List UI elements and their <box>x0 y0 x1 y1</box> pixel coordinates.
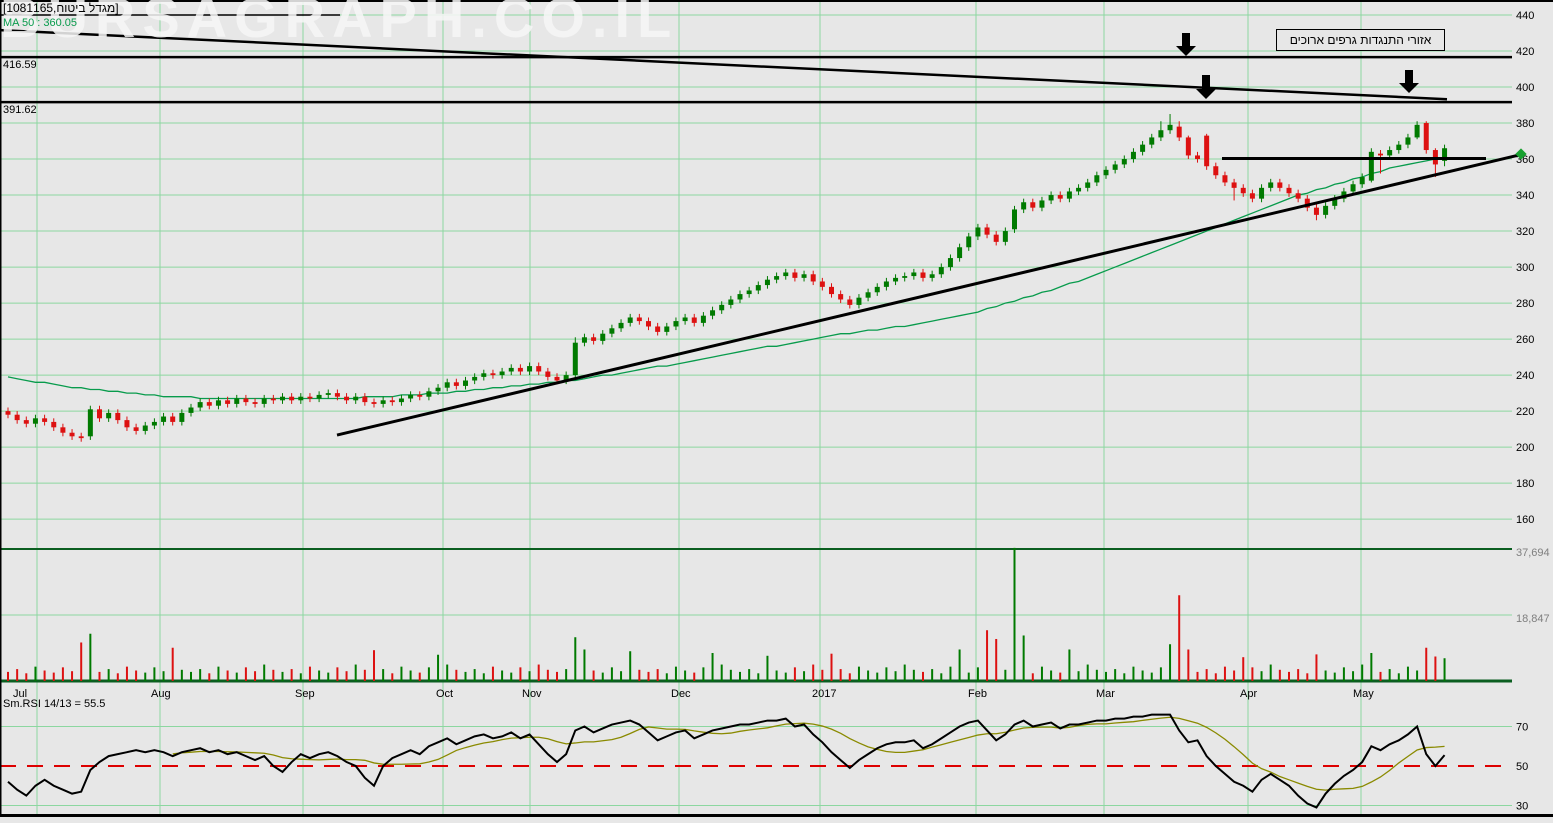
svg-text:2017: 2017 <box>812 688 836 700</box>
svg-text:240: 240 <box>1516 370 1534 382</box>
instrument-title: [1081165,מגדל ביטוח] <box>3 1 119 15</box>
price-gridlines: 4404204003803603403203002802602402202001… <box>0 10 1534 526</box>
svg-text:Jul: Jul <box>13 688 27 700</box>
svg-text:Apr: Apr <box>1240 688 1257 700</box>
rsi-panel: 70 50 30 <box>0 713 1528 813</box>
rsi-legend: Sm.RSI 14/13 = 55.5 <box>3 698 106 710</box>
svg-text:420: 420 <box>1516 46 1534 58</box>
svg-text:340: 340 <box>1516 190 1534 202</box>
svg-text:Nov: Nov <box>522 688 542 700</box>
descending-trendline <box>0 28 1448 101</box>
svg-text:440: 440 <box>1516 10 1534 22</box>
svg-text:Feb: Feb <box>968 688 987 700</box>
resistance-price-label-391: 391.62 <box>3 104 37 116</box>
svg-text:37,694: 37,694 <box>1516 547 1550 559</box>
svg-text:220: 220 <box>1516 406 1534 418</box>
trendline-end-diamond <box>1515 148 1527 160</box>
down-arrow-icon <box>1202 75 1210 90</box>
svg-text:320: 320 <box>1516 226 1534 238</box>
candlestick-series <box>5 114 1448 442</box>
ma50-legend: MA 50 : 360.05 <box>3 17 77 29</box>
svg-text:280: 280 <box>1516 298 1534 310</box>
svg-text:Sep: Sep <box>295 688 315 700</box>
svg-text:160: 160 <box>1516 514 1534 526</box>
trendlines <box>0 28 1527 437</box>
ascending-trendline <box>336 153 1522 437</box>
month-gridlines: Jul Aug Sep Oct Nov Dec 2017 Feb Mar Apr May <box>13 2 1374 814</box>
svg-text:180: 180 <box>1516 478 1534 490</box>
svg-text:Aug: Aug <box>151 688 171 700</box>
svg-text:May: May <box>1353 688 1374 700</box>
svg-text:Mar: Mar <box>1096 688 1115 700</box>
down-arrow-icon <box>1182 33 1190 47</box>
top-border <box>0 0 1553 2</box>
left-border <box>0 0 2 817</box>
svg-text:400: 400 <box>1516 82 1534 94</box>
annotation-box-label: אזורי התנגדות גרפים ארוכים <box>1289 33 1432 47</box>
svg-text:300: 300 <box>1516 262 1534 274</box>
svg-text:Dec: Dec <box>671 688 691 700</box>
svg-text:200: 200 <box>1516 442 1534 454</box>
resistance-price-label-416: 416.59 <box>3 59 37 71</box>
down-arrows <box>1176 33 1419 99</box>
svg-text:50: 50 <box>1516 761 1528 773</box>
svg-text:380: 380 <box>1516 118 1534 130</box>
svg-text:Oct: Oct <box>436 688 453 700</box>
down-arrow-icon <box>1405 70 1413 84</box>
volume-panel: 37,694 18,847 <box>0 547 1550 683</box>
svg-text:70: 70 <box>1516 722 1528 734</box>
svg-text:260: 260 <box>1516 334 1534 346</box>
svg-text:30: 30 <box>1516 801 1528 813</box>
svg-text:18,847: 18,847 <box>1516 613 1550 625</box>
bottom-border <box>0 814 1553 817</box>
rsi-line <box>7 713 1446 809</box>
resistance-zones-annotation-box: אזורי התנגדות גרפים ארוכים <box>1276 29 1445 51</box>
